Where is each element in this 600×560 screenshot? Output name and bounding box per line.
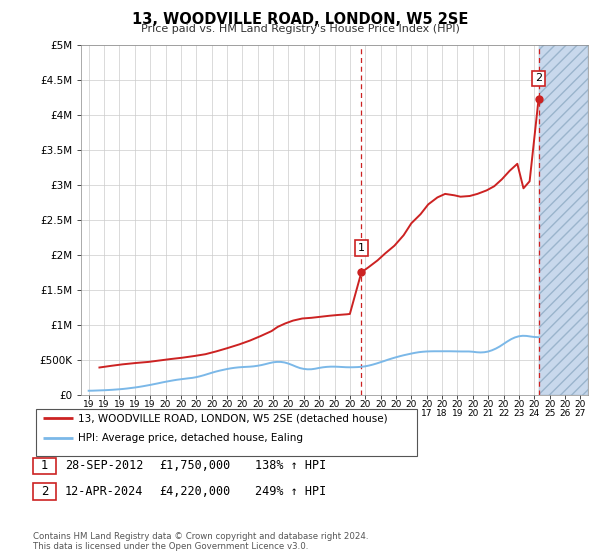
Text: £4,220,000: £4,220,000 (159, 485, 230, 498)
Text: 13, WOODVILLE ROAD, LONDON, W5 2SE: 13, WOODVILLE ROAD, LONDON, W5 2SE (132, 12, 468, 27)
Text: 28-SEP-2012: 28-SEP-2012 (65, 459, 143, 473)
Text: 13, WOODVILLE ROAD, LONDON, W5 2SE (detached house): 13, WOODVILLE ROAD, LONDON, W5 2SE (deta… (78, 413, 388, 423)
Text: 2: 2 (41, 485, 48, 498)
Text: Contains HM Land Registry data © Crown copyright and database right 2024.
This d: Contains HM Land Registry data © Crown c… (33, 532, 368, 552)
Text: 12-APR-2024: 12-APR-2024 (65, 485, 143, 498)
Text: 249% ↑ HPI: 249% ↑ HPI (255, 485, 326, 498)
Text: £1,750,000: £1,750,000 (159, 459, 230, 473)
Text: Price paid vs. HM Land Registry's House Price Index (HPI): Price paid vs. HM Land Registry's House … (140, 24, 460, 34)
Bar (539, 45, 588, 395)
Text: 1: 1 (358, 243, 365, 253)
Text: HPI: Average price, detached house, Ealing: HPI: Average price, detached house, Eali… (78, 433, 303, 444)
Text: 138% ↑ HPI: 138% ↑ HPI (255, 459, 326, 473)
Text: 1: 1 (41, 459, 48, 473)
Text: 2: 2 (535, 73, 542, 83)
